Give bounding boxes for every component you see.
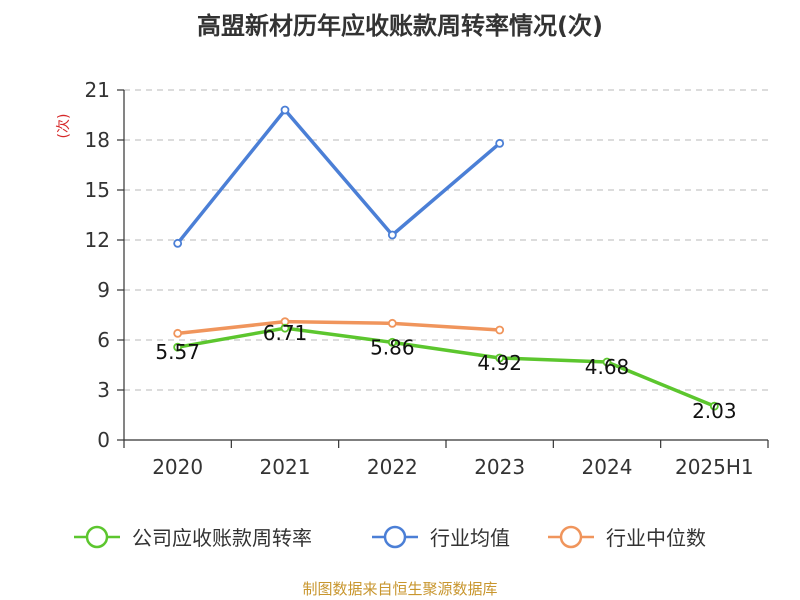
- data-point: [173, 342, 183, 352]
- data-point: [280, 323, 290, 333]
- legend-label: 行业中位数: [606, 526, 706, 550]
- chart-title: 高盟新材历年应收账款周转率情况(次): [197, 12, 603, 40]
- x-tick-label: 2021: [260, 455, 311, 479]
- series-line-0: [175, 326, 717, 408]
- data-label: 4.68: [585, 355, 630, 379]
- axes: 0 3 6 9 12 15 18 21 2020 2021 2022 2023 2024 2025H1: [85, 78, 769, 479]
- x-tick-label: 2025H1: [675, 455, 754, 479]
- y-tick-label: 3: [97, 378, 110, 402]
- x-tick-label: 2022: [367, 455, 418, 479]
- data-point: [387, 230, 397, 240]
- x-tick-label: 2020: [152, 455, 203, 479]
- source-note: 制图数据来自恒生聚源数据库: [302, 580, 497, 598]
- data-point: [173, 328, 183, 338]
- data-point: [495, 325, 505, 335]
- data-labels: 5.57 6.71 5.86 4.92 4.68 2.03: [155, 321, 736, 423]
- y-axis-unit-label: (次): [56, 114, 72, 139]
- series-line-1: [175, 108, 502, 246]
- legend-marker: [383, 525, 407, 549]
- y-tick-label: 0: [97, 428, 110, 452]
- gridlines: [124, 89, 768, 391]
- data-point: [387, 318, 397, 328]
- x-tick-label: 2024: [582, 455, 633, 479]
- data-point: [495, 353, 505, 363]
- legend-item-2[interactable]: 行业中位数: [548, 525, 706, 550]
- y-tick-label: 15: [85, 178, 110, 202]
- series-line-2: [175, 319, 502, 336]
- data-label: 2.03: [692, 399, 737, 423]
- data-label: 4.92: [477, 351, 522, 375]
- legend-marker: [85, 525, 109, 549]
- y-tick-label: 12: [85, 228, 110, 252]
- data-point: [280, 105, 290, 115]
- x-tick-label: 2023: [474, 455, 525, 479]
- data-label: 6.71: [263, 321, 308, 345]
- y-tick-label: 21: [85, 78, 110, 102]
- data-point: [387, 337, 397, 347]
- legend-label: 公司应收账款周转率: [132, 526, 312, 550]
- data-point: [495, 138, 505, 148]
- y-tick-label: 9: [97, 278, 110, 302]
- legend-item-0[interactable]: 公司应收账款周转率: [74, 525, 312, 550]
- legend-label: 行业均值: [430, 526, 510, 550]
- data-label: 5.57: [155, 340, 200, 364]
- legend-marker: [559, 525, 583, 549]
- legend[interactable]: 公司应收账款周转率 行业均值 行业中位数: [74, 525, 706, 550]
- data-point: [709, 401, 719, 411]
- y-tick-label: 6: [97, 328, 110, 352]
- series-group: [173, 105, 719, 411]
- data-point: [602, 357, 612, 367]
- data-label: 5.86: [370, 335, 415, 359]
- data-point: [173, 238, 183, 248]
- y-tick-label: 18: [85, 128, 110, 152]
- legend-item-1[interactable]: 行业均值: [372, 525, 510, 550]
